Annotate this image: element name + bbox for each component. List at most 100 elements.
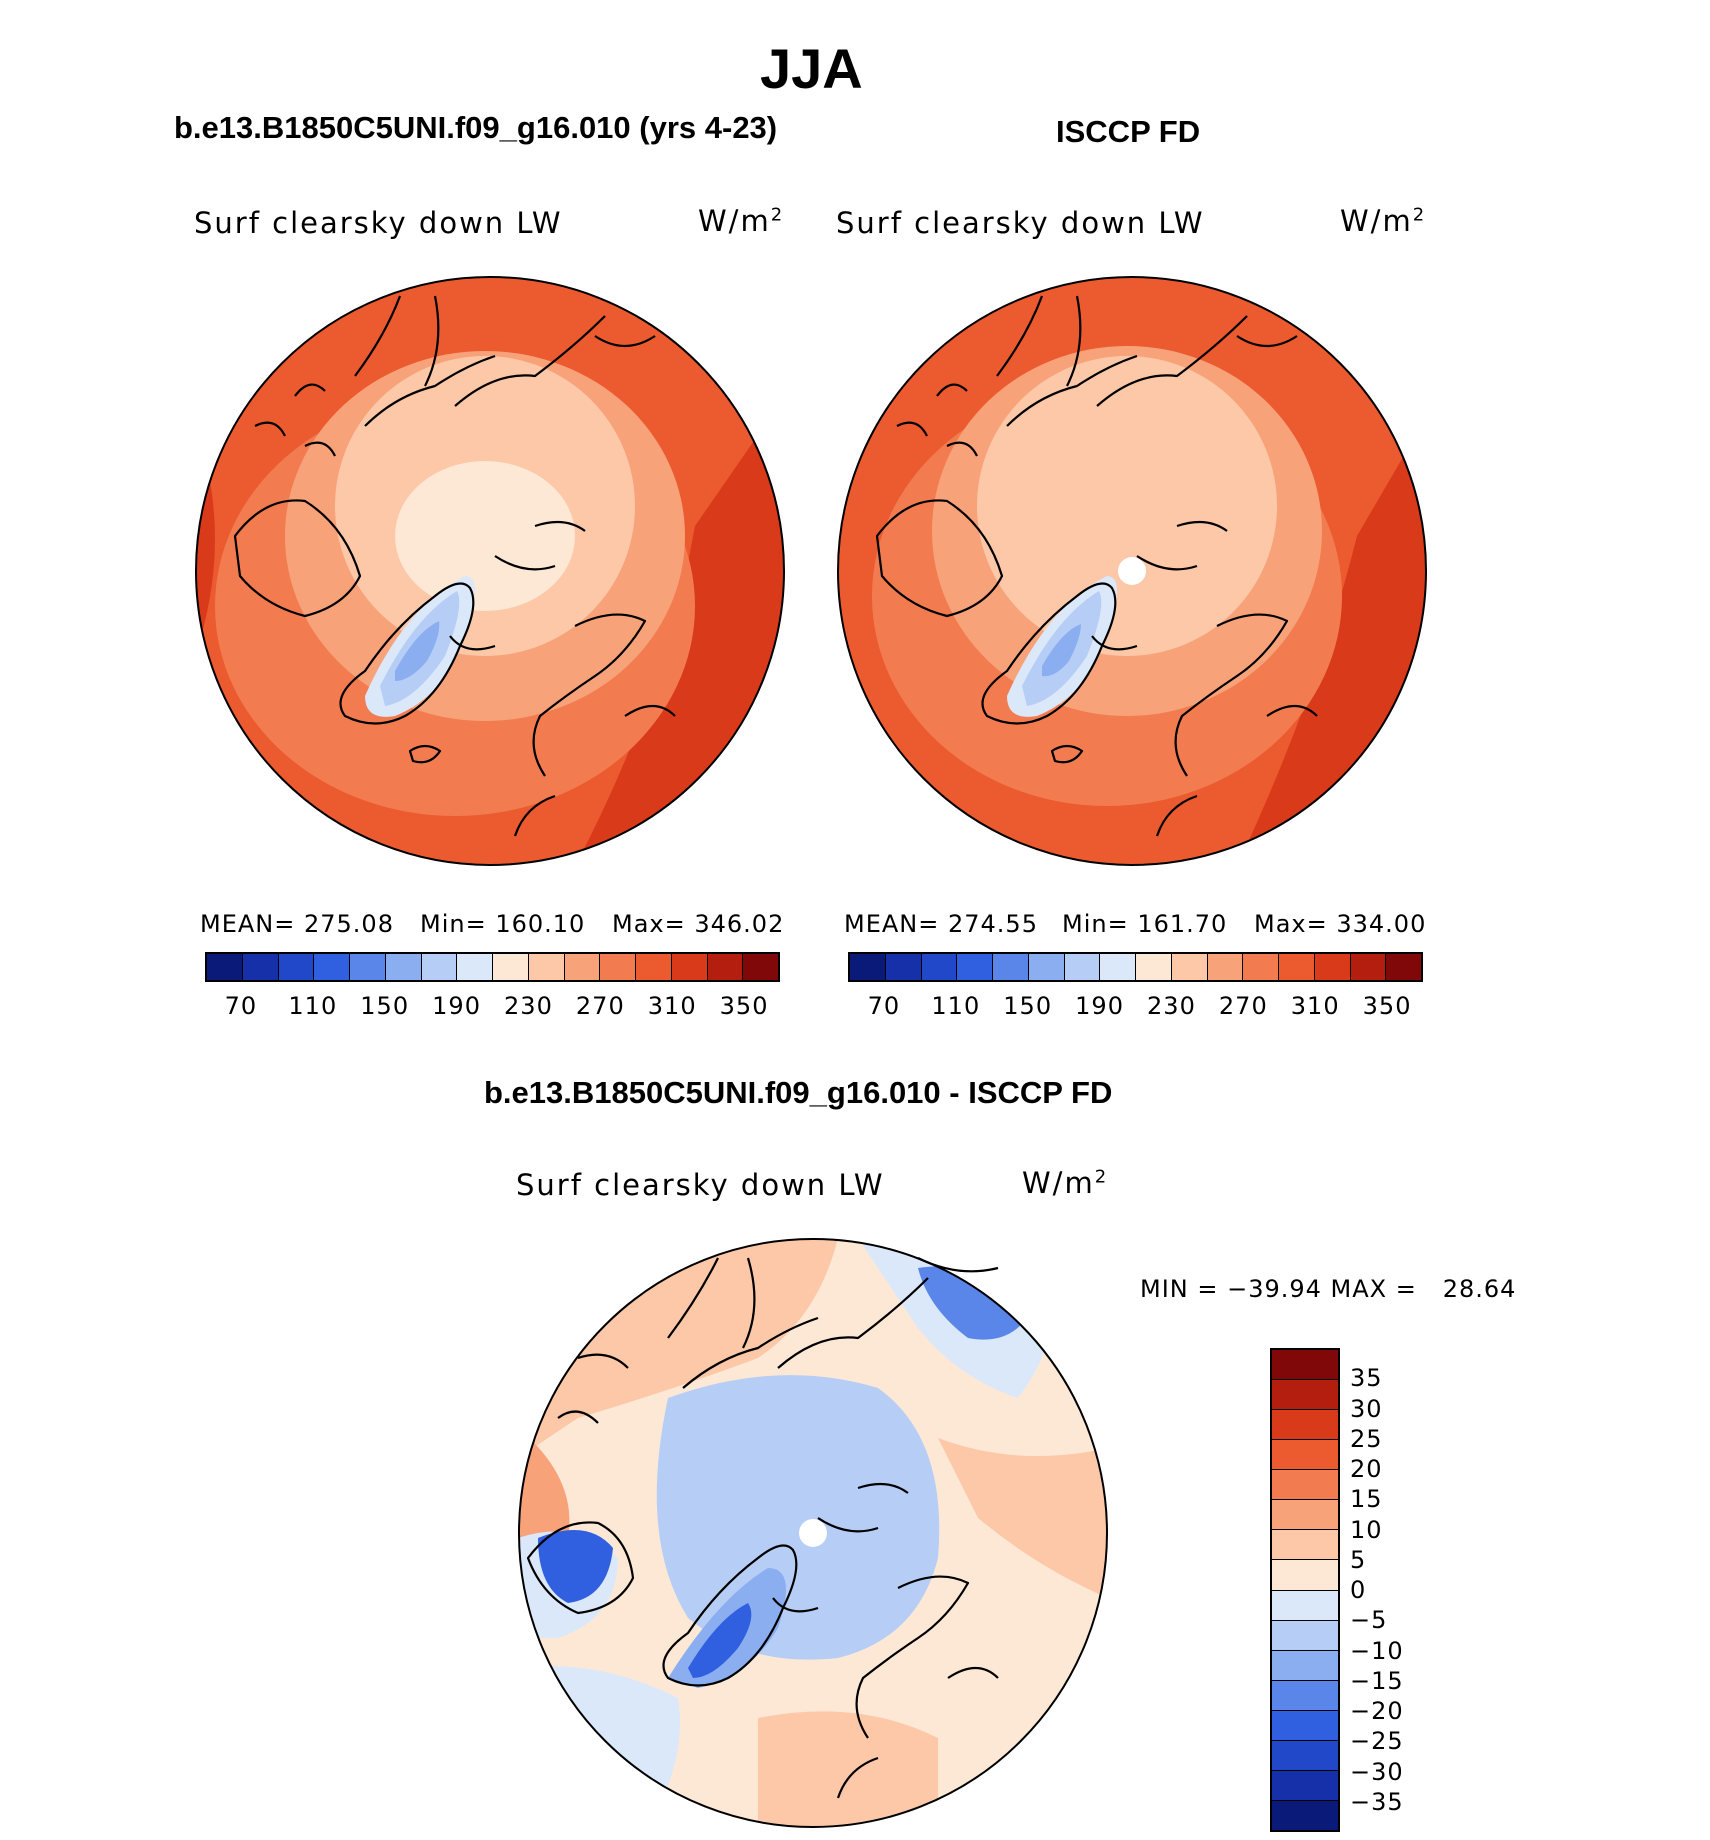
panel2-colorbar-swatch <box>921 954 958 980</box>
panel1-colorbar-tick-label: 110 <box>288 992 338 1020</box>
panel1-colorbar-swatch <box>707 954 744 980</box>
panel3-colorbar-swatch <box>1272 1590 1338 1621</box>
panel3-colorbar <box>1270 1348 1340 1832</box>
figure-title: JJA <box>760 37 863 100</box>
panel1-colorbar-swatch <box>600 954 636 980</box>
panel1-colorbar-swatch <box>242 954 279 980</box>
panel3-colorbar-tick-label: 25 <box>1350 1424 1383 1453</box>
panel1-max: Max= 346.02 <box>612 910 785 938</box>
panel3-colorbar-swatch <box>1272 1770 1338 1801</box>
panel3-colorbar-tick-label: −15 <box>1350 1666 1404 1695</box>
panel2-colorbar-swatch <box>1350 954 1387 980</box>
panel1-colorbar-swatch <box>493 954 529 980</box>
panel1-colorbar-swatch <box>636 954 672 980</box>
panel2-colorbar-swatch <box>1136 954 1172 980</box>
panel2-colorbar-tick-label: 110 <box>931 992 981 1020</box>
panel3-colorbar-swatch <box>1272 1470 1338 1501</box>
panel2-colorbar-swatch <box>1171 954 1208 980</box>
panel3-colorbar-tick-label: 0 <box>1350 1576 1367 1604</box>
panel1-colorbar-tick-label: 350 <box>719 992 769 1020</box>
panel3-colorbar-swatch <box>1272 1350 1338 1381</box>
panel1-colorbar-tick-label: 70 <box>224 992 258 1020</box>
panel1-colorbar-tick-label: 150 <box>360 992 410 1020</box>
panel3-colorbar-swatch <box>1272 1650 1338 1681</box>
panel2-colorbar-swatch <box>1314 954 1351 980</box>
panel1-colorbar-swatch <box>207 954 243 980</box>
panel3-header: b.e13.B1850C5UNI.f09_g16.010 - ISCCP FD <box>484 1075 1113 1110</box>
panel2-colorbar-swatch <box>1279 954 1315 980</box>
panel3-colorbar-tick-label: −5 <box>1350 1606 1388 1635</box>
panel3-colorbar-tick-label: 10 <box>1350 1515 1383 1544</box>
panel2-variable-label: Surf clearsky down LW <box>836 206 1205 240</box>
panel2-header: ISCCP FD <box>1056 114 1201 149</box>
panel3-colorbar-tick-label: 20 <box>1350 1455 1383 1483</box>
panel1-mean: MEAN= 275.08 <box>200 910 394 938</box>
panel2-colorbar <box>848 952 1423 982</box>
panel3-colorbar-tick-label: 30 <box>1350 1394 1383 1423</box>
panel2-colorbar-tick-label: 70 <box>867 992 901 1020</box>
panel3-colorbar-swatch <box>1272 1560 1338 1591</box>
panel2-colorbar-swatch <box>885 954 922 980</box>
panel3-colorbar-ticks: 35 30 25 20 15 10 5 0 −5 −10 −15 −20 −25 −30 −35 <box>1350 1348 1430 1832</box>
panel3-colorbar-swatch <box>1272 1680 1338 1711</box>
panel2-colorbar-tick-label: 350 <box>1362 992 1412 1020</box>
panel3-difference-map <box>518 1238 1108 1828</box>
panel2-colorbar-tick-label: 230 <box>1147 992 1196 1020</box>
panel1-colorbar-swatch <box>528 954 565 980</box>
panel1-colorbar-swatch <box>421 954 458 980</box>
panel1-colorbar-tick-label: 310 <box>647 992 697 1020</box>
panel1-colorbar-swatch <box>314 954 350 980</box>
panel3-colorbar-tick-label: −25 <box>1350 1727 1404 1756</box>
panel1-colorbar-tick-label: 230 <box>504 992 553 1020</box>
panel2-colorbar-swatch <box>993 954 1029 980</box>
panel1-unit-label: W/m2 <box>698 204 785 238</box>
panel1-colorbar-swatch <box>350 954 386 980</box>
panel3-colorbar-swatch <box>1272 1740 1338 1771</box>
panel2-colorbar-swatch <box>1100 954 1136 980</box>
panel2-unit-label: W/m2 <box>1340 204 1427 238</box>
panel3-colorbar-tick-label: −30 <box>1350 1757 1404 1786</box>
panel1-variable-label: Surf clearsky down LW <box>194 206 563 240</box>
panel3-minmax: MIN = −39.94 MAX = 28.64 <box>1140 1275 1517 1303</box>
panel1-colorbar-ticks: 70 110 150 190 230 270 310 350 <box>205 992 780 1022</box>
panel3-colorbar-swatch <box>1272 1410 1338 1441</box>
panel3-colorbar-swatch <box>1272 1800 1338 1830</box>
panel3-colorbar-swatch <box>1272 1620 1338 1651</box>
panel3-colorbar-tick-label: −35 <box>1350 1787 1404 1816</box>
panel2-colorbar-swatch <box>850 954 886 980</box>
panel3-unit-label: W/m2 <box>1022 1166 1109 1200</box>
panel1-colorbar-swatch <box>671 954 708 980</box>
panel2-mean: MEAN= 274.55 <box>844 910 1038 938</box>
panel2-colorbar-swatch <box>1243 954 1279 980</box>
panel2-min: Min= 161.70 <box>1062 910 1228 938</box>
panel1-colorbar <box>205 952 780 982</box>
panel2-colorbar-swatch <box>1386 954 1421 980</box>
panel3-colorbar-swatch <box>1272 1500 1338 1531</box>
panel2-colorbar-tick-label: 270 <box>1218 992 1268 1020</box>
panel2-max: Max= 334.00 <box>1254 910 1427 938</box>
panel3-colorbar-swatch <box>1272 1530 1338 1561</box>
panel1-header: b.e13.B1850C5UNI.f09_g16.010 (yrs 4-23) <box>174 110 778 145</box>
panel2-colorbar-ticks: 70 110 150 190 230 270 310 350 <box>848 992 1423 1022</box>
panel2-colorbar-tick-label: 310 <box>1290 992 1340 1020</box>
panel3-colorbar-tick-label: 5 <box>1350 1545 1367 1574</box>
panel1-colorbar-swatch <box>743 954 778 980</box>
panel1-min: Min= 160.10 <box>420 910 586 938</box>
panel1-polar-map <box>195 276 785 866</box>
panel3-colorbar-tick-label: 35 <box>1350 1364 1383 1393</box>
panel1-colorbar-swatch <box>278 954 315 980</box>
panel2-colorbar-tick-label: 150 <box>1003 992 1053 1020</box>
panel2-colorbar-swatch <box>1207 954 1244 980</box>
panel1-colorbar-swatch <box>457 954 493 980</box>
panel3-variable-label: Surf clearsky down LW <box>516 1168 885 1202</box>
panel1-colorbar-tick-label: 270 <box>575 992 625 1020</box>
panel2-colorbar-tick-label: 190 <box>1075 992 1124 1020</box>
panel1-colorbar-swatch <box>385 954 422 980</box>
panel2-colorbar-swatch <box>1064 954 1101 980</box>
panel3-colorbar-swatch <box>1272 1440 1338 1471</box>
panel2-colorbar-swatch <box>1028 954 1065 980</box>
panel2-colorbar-swatch <box>957 954 993 980</box>
panel1-colorbar-swatch <box>564 954 601 980</box>
panel1-colorbar-tick-label: 190 <box>432 992 481 1020</box>
panel3-colorbar-tick-label: −10 <box>1350 1636 1404 1665</box>
